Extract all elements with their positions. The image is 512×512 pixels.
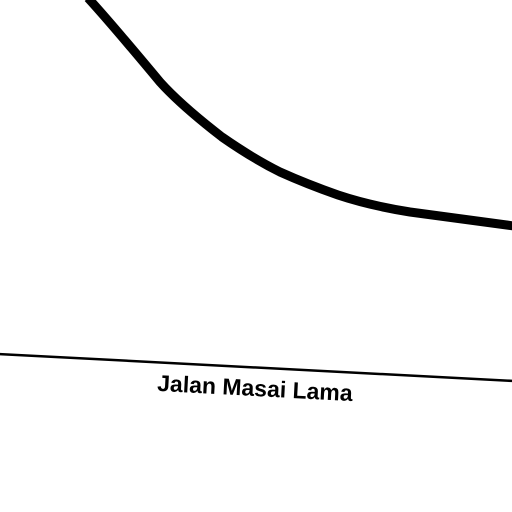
jalan-masai-lama-road[interactable] <box>0 352 512 383</box>
major-road[interactable] <box>84 0 512 231</box>
